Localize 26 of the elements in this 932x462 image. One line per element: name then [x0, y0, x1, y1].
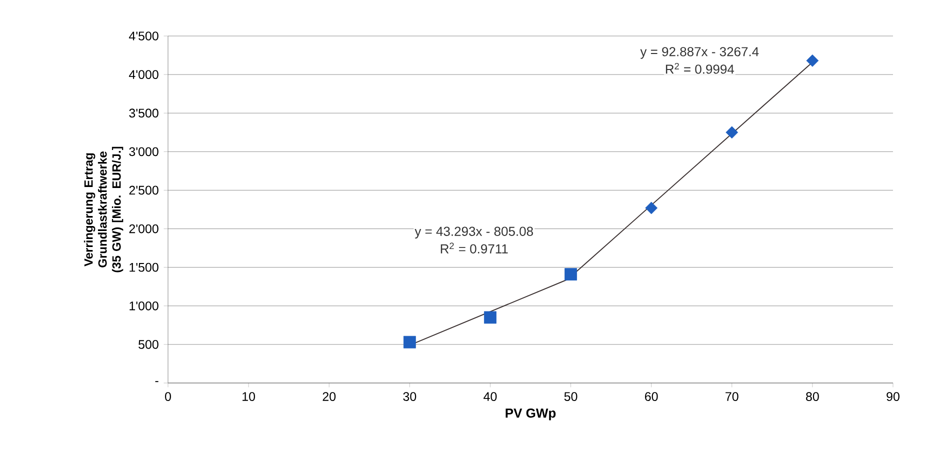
x-tick-label: 20: [322, 392, 336, 401]
x-tick-label: 10: [242, 392, 256, 401]
x-tick-label: 0: [165, 392, 171, 401]
y-tick-label: 500: [138, 340, 158, 349]
y-tick-label: 1'500: [130, 262, 158, 272]
y-tick-label: 3'500: [129, 108, 158, 118]
y-axis-title: Verringerung Ertrag Grundlastkraftwerke (35 GW) [Mio. EUR/J.]: [84, 146, 124, 272]
annotation: y = 92.887x - 3267.4: [640, 47, 759, 59]
y-tick-label: 2'000: [129, 224, 158, 234]
y-tick-label: 4'500: [128, 32, 158, 40]
y-tick-label: 1'000: [130, 301, 158, 310]
x-tick-label: 60: [645, 392, 658, 401]
annotation: R$^{2}$ = 0.9994: [666, 62, 734, 74]
x-tick-label: 30: [403, 392, 416, 401]
x-tick-label: 80: [806, 392, 819, 401]
y-tick-label: 3'000: [129, 147, 158, 156]
annotation: R$^{2}$ = 0.9711: [440, 242, 508, 254]
x-tick-label: 90: [886, 392, 900, 401]
y-tick-label: 4'000: [128, 70, 158, 79]
x-tick-label: 70: [726, 392, 738, 401]
x-axis-title: PV GWp: [506, 408, 556, 420]
annotation: y = 43.293x - 805.08: [414, 226, 533, 239]
x-tick-label: 40: [484, 392, 497, 401]
x-tick-label: 50: [564, 392, 578, 401]
y-tick-label: 2'500: [129, 186, 158, 195]
y-tick-label: -: [155, 381, 158, 382]
